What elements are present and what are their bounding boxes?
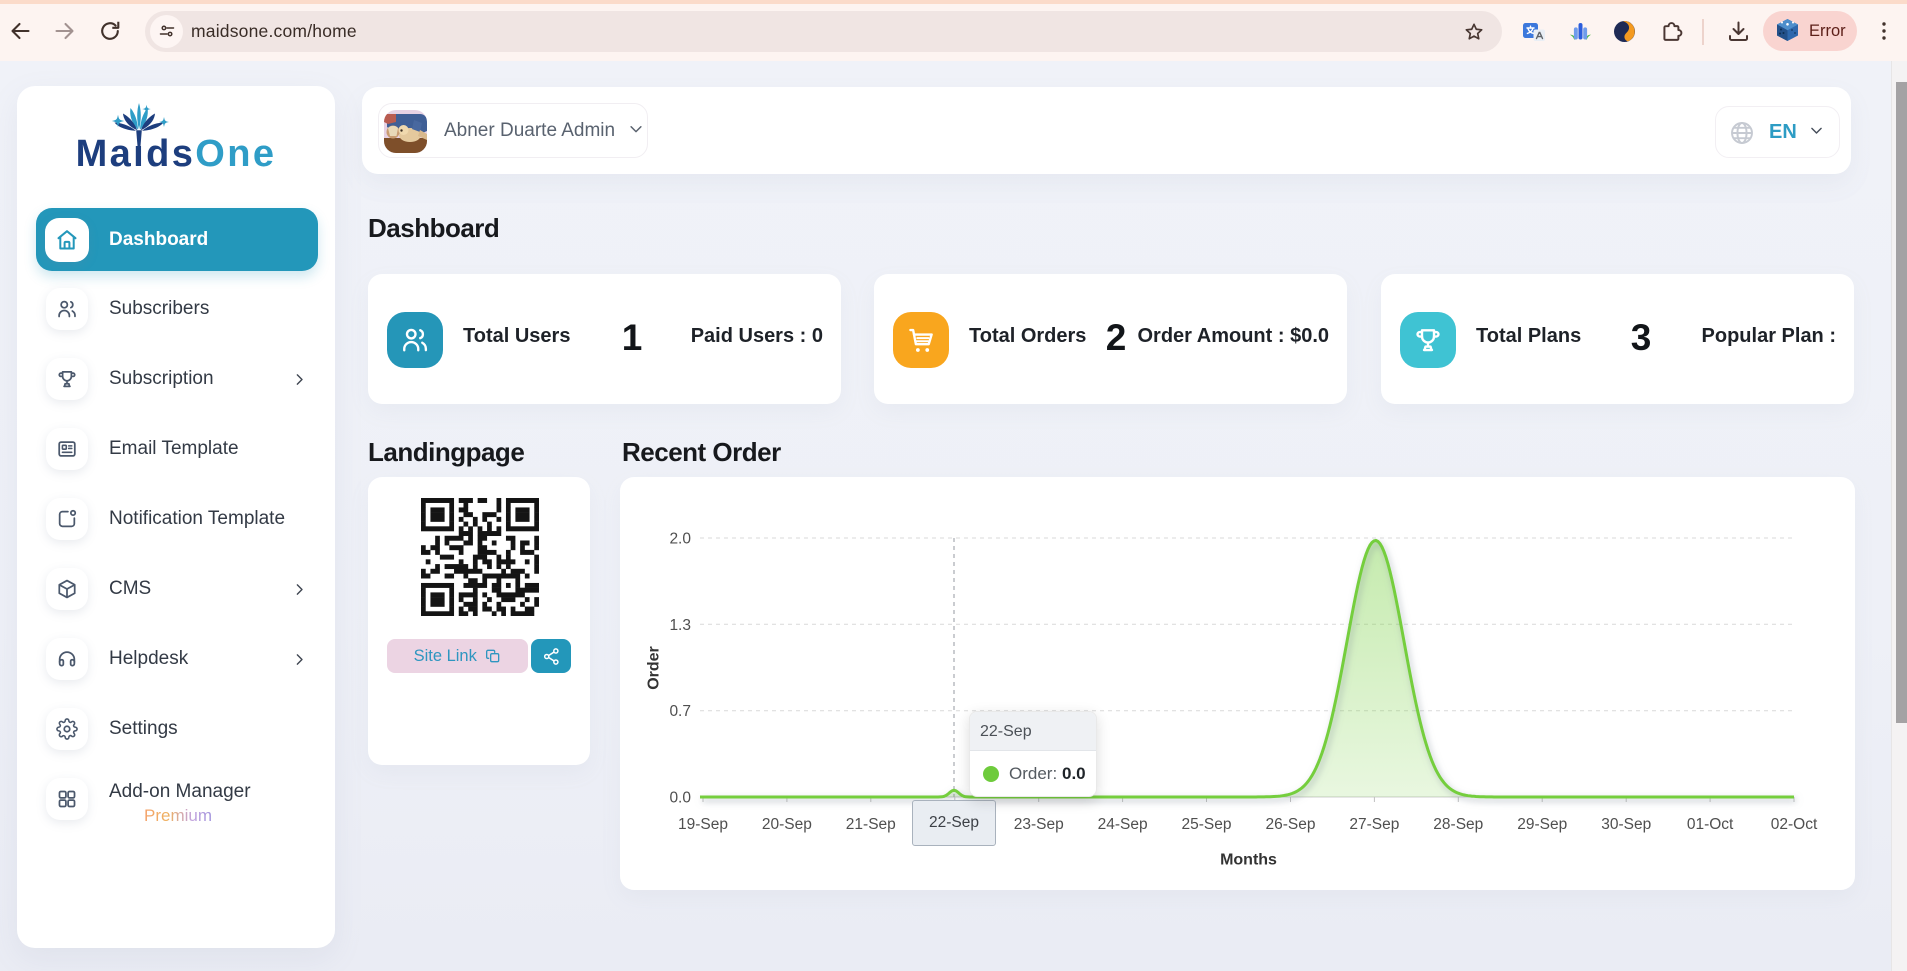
svg-text:29-Sep: 29-Sep (1517, 816, 1567, 833)
svg-text:24-Sep: 24-Sep (1098, 816, 1148, 833)
svg-text:25-Sep: 25-Sep (1182, 816, 1232, 833)
svg-text:02-Oct: 02-Oct (1771, 816, 1818, 833)
svg-text:Months: Months (1220, 852, 1277, 869)
svg-text:2.0: 2.0 (669, 531, 691, 548)
svg-text:28-Sep: 28-Sep (1433, 816, 1483, 833)
svg-text:1.3: 1.3 (669, 617, 691, 634)
svg-text:19-Sep: 19-Sep (678, 816, 728, 833)
svg-text:01-Oct: 01-Oct (1687, 816, 1734, 833)
svg-text:21-Sep: 21-Sep (846, 816, 896, 833)
svg-text:26-Sep: 26-Sep (1266, 816, 1316, 833)
svg-text:30-Sep: 30-Sep (1601, 816, 1651, 833)
svg-text:27-Sep: 27-Sep (1349, 816, 1399, 833)
svg-text:20-Sep: 20-Sep (762, 816, 812, 833)
svg-text:23-Sep: 23-Sep (1014, 816, 1064, 833)
svg-text:Order: Order (646, 646, 663, 690)
svg-text:0.0: 0.0 (669, 790, 691, 807)
svg-text:0.7: 0.7 (669, 703, 691, 720)
